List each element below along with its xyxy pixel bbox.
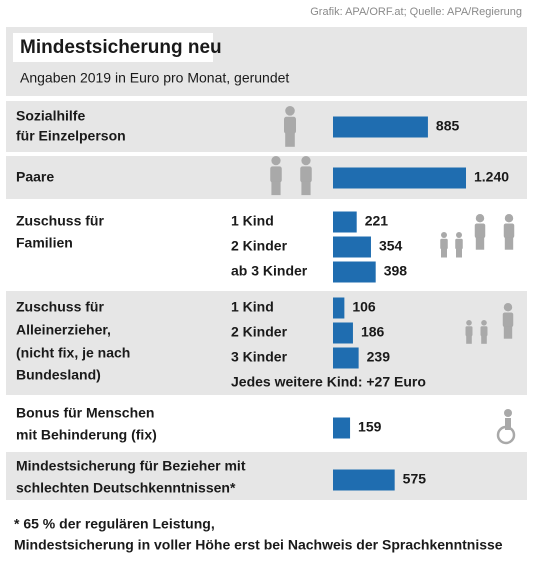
value-label: 159 bbox=[358, 419, 382, 435]
note: Jedes weitere Kind: +27 Euro bbox=[231, 374, 426, 390]
bar bbox=[333, 236, 371, 258]
icon bbox=[474, 223, 486, 239]
row-label: Bundesland) bbox=[16, 367, 101, 383]
icon bbox=[496, 425, 516, 445]
row-label: Mindestsicherung für Bezieher mit bbox=[16, 458, 246, 474]
bar bbox=[333, 116, 428, 138]
icon bbox=[481, 320, 487, 326]
icon bbox=[455, 238, 463, 250]
bar bbox=[333, 211, 357, 233]
bar bbox=[333, 261, 376, 283]
value-label: 1.240 bbox=[474, 169, 509, 185]
icon bbox=[480, 326, 488, 337]
icon bbox=[505, 418, 511, 430]
row-label: Familien bbox=[16, 235, 73, 251]
row-band bbox=[6, 291, 527, 395]
icon bbox=[503, 326, 513, 339]
bar bbox=[333, 167, 466, 189]
row-label: Bonus für Menschen bbox=[16, 405, 154, 421]
bar bbox=[333, 347, 359, 369]
value-label: 575 bbox=[403, 471, 427, 487]
icon bbox=[504, 409, 512, 417]
footnote: * 65 % der regulären Leistung, bbox=[14, 516, 215, 532]
icon bbox=[271, 181, 281, 196]
row-band bbox=[6, 452, 527, 500]
icon bbox=[301, 181, 311, 196]
icon bbox=[466, 320, 472, 326]
icon bbox=[456, 232, 462, 238]
sub-label: 2 Kinder bbox=[231, 238, 288, 254]
row-label: Paare bbox=[16, 169, 54, 185]
source: Grafik: APA/ORF.at; Quelle: APA/Regierun… bbox=[310, 6, 522, 18]
value-label: 398 bbox=[384, 263, 408, 279]
icon bbox=[466, 335, 472, 344]
value-label: 221 bbox=[365, 213, 389, 229]
row-band bbox=[6, 101, 527, 152]
sub-label: 1 Kind bbox=[231, 299, 274, 315]
icon bbox=[503, 303, 513, 312]
chart-title: Mindestsicherung neu bbox=[20, 37, 222, 58]
icon bbox=[481, 335, 487, 344]
value-label: 239 bbox=[367, 349, 391, 365]
icon bbox=[270, 166, 282, 183]
row-label: für Einzelperson bbox=[16, 128, 126, 144]
row-label: Alleinerzieher, bbox=[16, 322, 111, 338]
icon bbox=[301, 156, 311, 166]
row-label: (nicht fix, je nach bbox=[16, 345, 130, 361]
icon bbox=[440, 238, 448, 250]
icon bbox=[475, 237, 485, 250]
footnote: Mindestsicherung in voller Höhe erst bei… bbox=[14, 537, 503, 553]
icon bbox=[271, 156, 281, 166]
subtitle: Angaben 2019 in Euro pro Monat, gerundet bbox=[20, 70, 289, 86]
bar bbox=[333, 297, 345, 319]
sub-label: ab 3 Kinder bbox=[231, 263, 308, 279]
value-label: 354 bbox=[379, 238, 403, 254]
icon bbox=[504, 214, 514, 223]
row-label: Sozialhilfe bbox=[16, 108, 85, 124]
icon bbox=[502, 312, 514, 328]
value-label: 186 bbox=[361, 324, 385, 340]
icon bbox=[503, 223, 515, 239]
bar bbox=[333, 322, 353, 344]
bar bbox=[333, 417, 351, 439]
icon bbox=[300, 166, 312, 183]
icon bbox=[441, 232, 447, 238]
row-label: schlechten Deutschkenntnissen* bbox=[16, 480, 236, 496]
bar bbox=[333, 469, 395, 491]
value-label: 885 bbox=[436, 118, 460, 134]
sub-label: 2 Kinder bbox=[231, 324, 288, 340]
sub-label: 1 Kind bbox=[231, 213, 274, 229]
row-label: Zuschuss für bbox=[16, 299, 104, 315]
title-box bbox=[13, 33, 213, 62]
icon bbox=[465, 326, 473, 337]
sub-label: 3 Kinder bbox=[231, 349, 288, 365]
icon bbox=[504, 237, 514, 250]
value-label: 106 bbox=[352, 299, 376, 315]
icon bbox=[284, 116, 296, 134]
row-label: Zuschuss für bbox=[16, 213, 104, 229]
icon bbox=[475, 214, 485, 223]
icon bbox=[285, 106, 295, 116]
icon bbox=[441, 248, 447, 258]
row-label: mit Behinderung (fix) bbox=[16, 427, 157, 443]
icon bbox=[285, 132, 295, 147]
icon bbox=[456, 248, 462, 258]
